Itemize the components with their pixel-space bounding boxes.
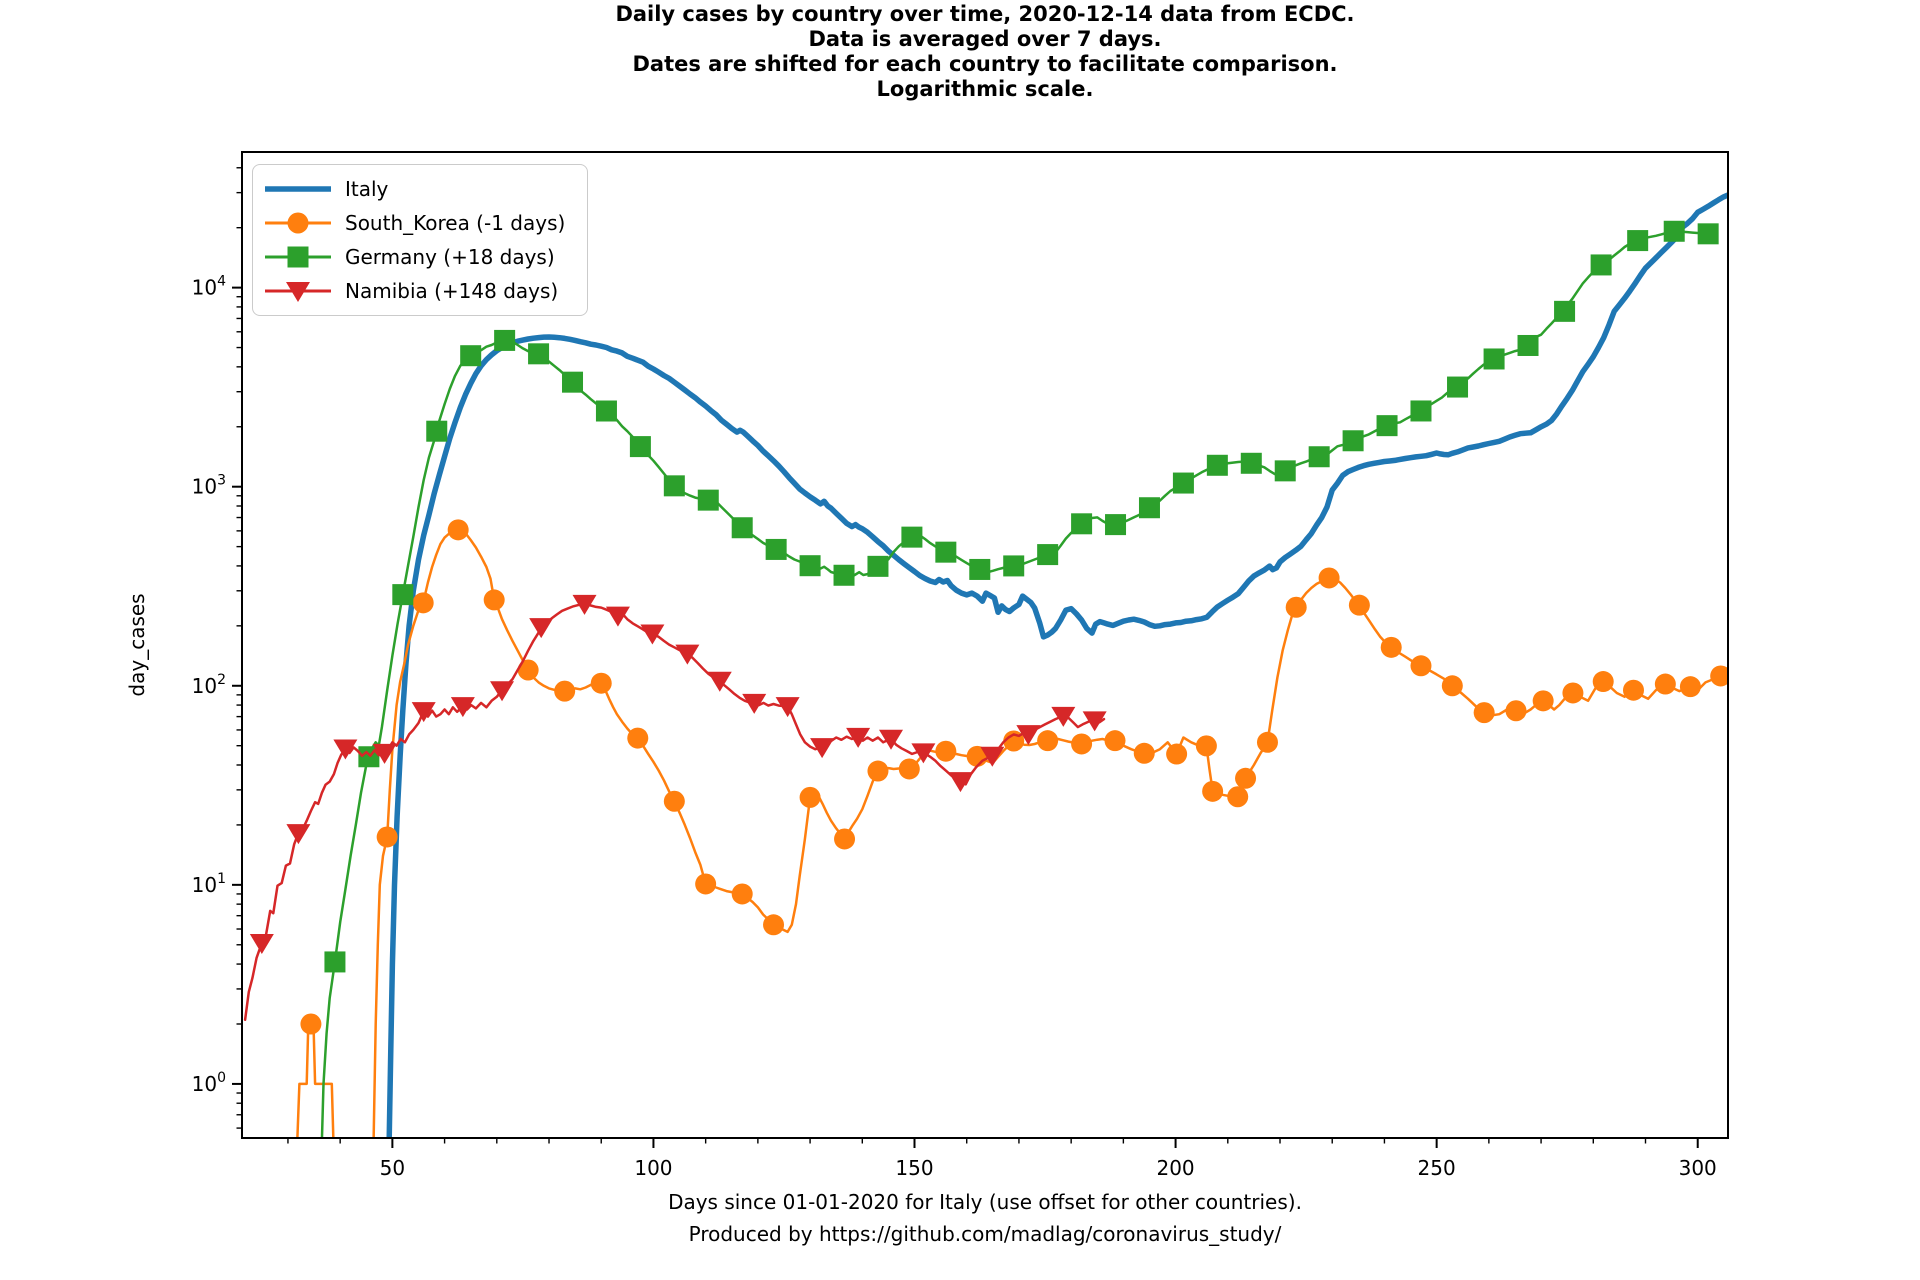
y-tick-label: 102 xyxy=(192,672,226,698)
legend-label: South_Korea (-1 days) xyxy=(345,211,566,235)
series-line-south_korea xyxy=(372,528,1728,1138)
series-line-germany xyxy=(320,230,1715,1138)
x-tick-label: 200 xyxy=(1156,1156,1194,1180)
chart-title-line-4: Logarithmic scale. xyxy=(876,77,1094,101)
y-tick-label: 104 xyxy=(192,274,226,300)
legend-label: Namibia (+148 days) xyxy=(345,279,559,303)
legend-item-italy: Italy xyxy=(264,172,577,206)
x-tick-label: 100 xyxy=(634,1156,672,1180)
series-line-namibia xyxy=(243,602,1106,1022)
triangle-marker-swatch-icon xyxy=(264,278,332,304)
series-group xyxy=(243,192,1728,1138)
y-axis-label: day_cases xyxy=(125,593,149,697)
y-tick-label: 101 xyxy=(192,871,226,897)
legend-label: Germany (+18 days) xyxy=(345,245,555,269)
chart-title-line-1: Daily cases by country over time, 2020-1… xyxy=(615,2,1355,26)
x-tick-label: 50 xyxy=(380,1156,405,1180)
italy-line-swatch-icon xyxy=(264,176,332,202)
chart-title-line-3: Dates are shifted for each country to fa… xyxy=(632,52,1338,76)
y-tick-label: 100 xyxy=(192,1070,226,1096)
series-line-italy xyxy=(386,192,1728,1138)
chart-title-line-2: Data is averaged over 7 days. xyxy=(808,27,1162,51)
legend-item-south-korea: South_Korea (-1 days) xyxy=(264,206,577,240)
legend-label: Italy xyxy=(345,177,389,201)
chart-title: Daily cases by country over time, 2020-1… xyxy=(25,2,1920,102)
legend-item-namibia: Namibia (+148 days) xyxy=(264,274,577,308)
circle-marker-swatch-icon xyxy=(264,210,332,236)
legend: Italy South_Korea (-1 days) Germany (+18… xyxy=(252,164,588,316)
square-marker-swatch-icon xyxy=(264,244,332,270)
x-tick-label: 300 xyxy=(1679,1156,1717,1180)
x-axis-label: Days since 01-01-2020 for Italy (use off… xyxy=(668,1190,1302,1214)
x-tick-label: 150 xyxy=(895,1156,933,1180)
series-line-south_korea xyxy=(296,1022,335,1138)
credit-line: Produced by https://github.com/madlag/co… xyxy=(688,1222,1282,1246)
x-tick-label: 250 xyxy=(1418,1156,1456,1180)
legend-item-germany: Germany (+18 days) xyxy=(264,240,577,274)
axes-frame xyxy=(241,151,1729,1139)
y-tick-label: 103 xyxy=(192,473,226,499)
